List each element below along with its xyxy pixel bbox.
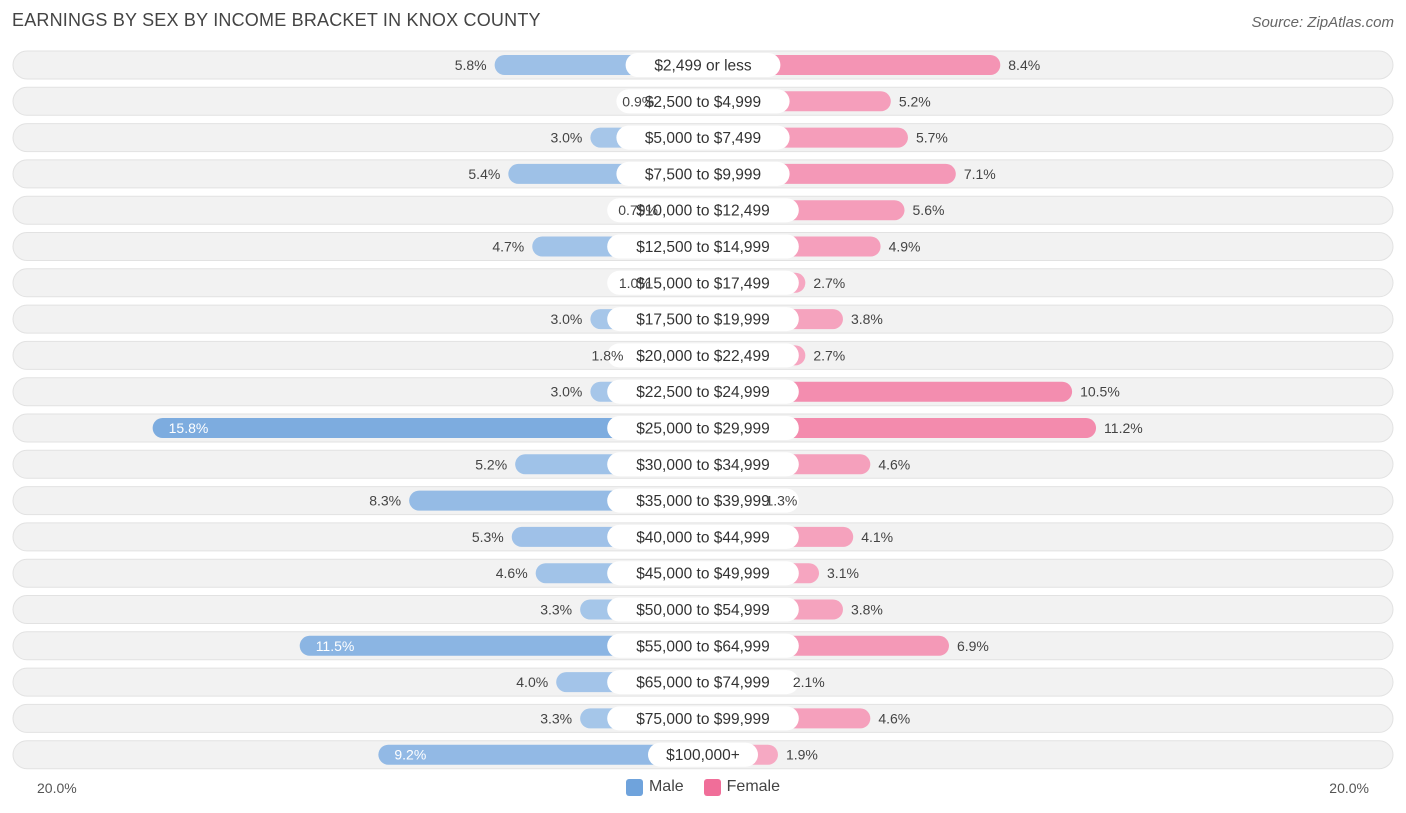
female-value-label: 2.7%: [813, 275, 845, 291]
legend-item-female[interactable]: Female: [703, 778, 781, 796]
male-value-label: 5.8%: [455, 57, 487, 73]
male-value-label: 5.3%: [472, 529, 504, 545]
category-pill: [616, 161, 790, 186]
category-pill: [607, 561, 799, 586]
legend-item-male[interactable]: Male: [625, 778, 684, 796]
male-value-label: 3.0%: [550, 130, 582, 146]
category-label: $45,000 to $49,999: [636, 566, 770, 583]
female-value-label: 5.2%: [899, 93, 931, 109]
legend: Male Female: [0, 778, 1406, 796]
category-label: $25,000 to $29,999: [636, 421, 770, 438]
male-value-label: 3.3%: [540, 602, 572, 618]
male-bar: [378, 744, 713, 765]
male-value-label: 5.2%: [475, 456, 507, 472]
category-label: $5,000 to $7,499: [645, 130, 761, 147]
category-label: $30,000 to $34,999: [636, 457, 770, 474]
female-value-label: 4.6%: [878, 456, 910, 472]
category-label: $40,000 to $44,999: [636, 529, 770, 546]
female-value-label: 8.4%: [1008, 57, 1040, 73]
female-value-label: 2.7%: [813, 347, 845, 363]
male-value-label: 11.5%: [316, 638, 355, 654]
male-value-label: 9.2%: [394, 747, 426, 763]
axis-min-label: 20.0%: [37, 780, 77, 796]
legend-label-female: Female: [726, 778, 781, 795]
female-value-label: 1.3%: [765, 493, 797, 509]
female-value-label: 3.8%: [851, 602, 883, 618]
female-value-label: 4.1%: [861, 529, 893, 545]
female-value-label: 4.9%: [889, 239, 921, 255]
legend-label-male: Male: [648, 778, 684, 795]
female-value-label: 2.1%: [793, 674, 825, 690]
female-value-label: 3.8%: [851, 311, 883, 327]
legend-swatch-male: [625, 778, 643, 796]
male-value-label: 1.0%: [619, 275, 651, 291]
category-pill: [607, 234, 799, 259]
male-value-label: 3.0%: [550, 311, 582, 327]
male-value-label: 4.0%: [516, 674, 548, 690]
chart-source: Source: ZipAtlas.com: [1251, 14, 1394, 31]
category-label: $22,500 to $24,999: [636, 384, 770, 401]
category-pill: [648, 742, 758, 767]
male-value-label: 3.0%: [550, 384, 582, 400]
female-value-label: 10.5%: [1080, 384, 1120, 400]
male-value-label: 5.4%: [468, 166, 500, 182]
category-label: $12,500 to $14,999: [636, 239, 770, 256]
category-label: $2,499 or less: [654, 58, 752, 75]
category-label: $15,000 to $17,499: [636, 275, 770, 292]
male-value-label: 0.79%: [618, 202, 658, 218]
female-value-label: 7.1%: [964, 166, 996, 182]
category-label: $20,000 to $22,499: [636, 348, 770, 365]
category-label: $35,000 to $39,999: [636, 493, 770, 510]
category-pill: [607, 416, 799, 440]
category-pill: [616, 125, 790, 150]
category-label: $17,500 to $19,999: [636, 312, 770, 329]
legend-swatch-female: [703, 778, 721, 796]
male-bar: [152, 418, 713, 438]
category-pill: [607, 198, 799, 223]
category-pill: [607, 633, 799, 658]
male-value-label: 15.8%: [169, 420, 209, 436]
male-value-label: 0.9%: [622, 93, 654, 109]
category-pill: [607, 270, 799, 295]
male-value-label: 4.7%: [492, 239, 524, 255]
category-label: $75,000 to $99,999: [636, 711, 770, 728]
male-value-label: 8.3%: [369, 493, 401, 509]
female-value-label: 4.6%: [878, 710, 910, 726]
category-pill: [607, 452, 799, 477]
category-label: $65,000 to $74,999: [636, 675, 770, 692]
female-value-label: 5.6%: [913, 202, 945, 218]
category-label: $2,500 to $4,999: [645, 94, 761, 111]
category-pill: [616, 89, 790, 114]
category-pill: [607, 597, 799, 622]
chart-title: EARNINGS BY SEX BY INCOME BRACKET IN KNO…: [12, 10, 541, 30]
female-value-label: 3.1%: [827, 565, 859, 581]
female-value-label: 1.9%: [786, 747, 818, 763]
axis-max-label: 20.0%: [1329, 780, 1369, 796]
male-value-label: 1.8%: [592, 347, 624, 363]
category-pill: [607, 706, 799, 731]
category-label: $55,000 to $64,999: [636, 638, 770, 655]
category-pill: [607, 524, 799, 549]
category-label: $100,000+: [666, 747, 740, 764]
category-pill: [625, 53, 781, 77]
category-label: $7,500 to $9,999: [645, 166, 761, 183]
category-label: $10,000 to $12,499: [636, 203, 770, 220]
female-value-label: 11.2%: [1104, 420, 1143, 436]
category-pill: [607, 343, 799, 368]
female-value-label: 6.9%: [957, 638, 989, 654]
category-pill: [607, 307, 799, 332]
category-pill: [607, 379, 799, 404]
male-value-label: 4.6%: [496, 565, 528, 581]
category-pill: [607, 670, 799, 695]
male-value-label: 3.3%: [540, 710, 572, 726]
category-label: $50,000 to $54,999: [636, 602, 770, 619]
female-value-label: 5.7%: [916, 130, 948, 146]
category-pill: [607, 488, 799, 513]
